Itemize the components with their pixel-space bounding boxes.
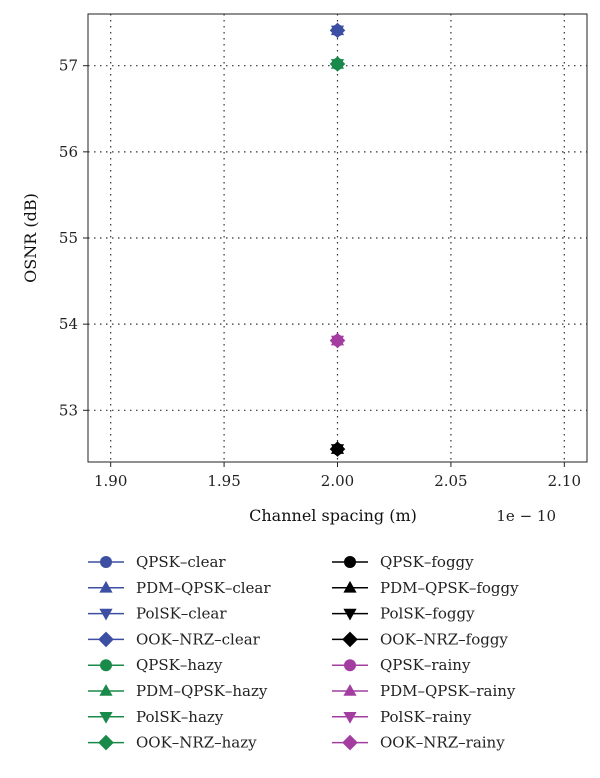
legend-item: OOK–NRZ–rainy <box>332 734 505 752</box>
legend-item: QPSK–foggy <box>332 553 474 571</box>
legend-item: OOK–NRZ–hazy <box>88 734 257 752</box>
x-axis-label: Channel spacing (m) <box>249 506 417 525</box>
axis-ticks: 1.90 1.95 2.00 2.05 2.10 53 54 55 56 57 <box>59 57 581 490</box>
legend-marker <box>343 608 357 621</box>
legend-marker <box>98 631 114 648</box>
legend-item: PDM–QPSK–foggy <box>332 579 519 597</box>
y-tick-label: 53 <box>59 401 78 419</box>
legend-label: PDM–QPSK–foggy <box>380 579 519 597</box>
legend-marker <box>98 734 114 751</box>
legend-label: QPSK–rainy <box>380 656 471 674</box>
legend-label: PolSK–hazy <box>136 708 224 726</box>
y-axis-label: OSNR (dB) <box>21 193 40 283</box>
legend-item: PolSK–clear <box>88 605 227 623</box>
legend-item: PolSK–hazy <box>88 708 224 726</box>
legend-item: PolSK–rainy <box>332 708 472 726</box>
legend-marker <box>99 712 113 724</box>
legend-marker <box>344 556 356 568</box>
legend-label: OOK–NRZ–hazy <box>136 734 257 752</box>
data-points <box>329 22 346 457</box>
legend-item: QPSK–rainy <box>332 656 471 674</box>
legend-marker <box>99 608 113 621</box>
legend-label: PDM–QPSK–clear <box>136 579 271 597</box>
y-tick-label: 56 <box>59 143 78 161</box>
legend-label: QPSK–clear <box>136 553 226 571</box>
legend-label: OOK–NRZ–foggy <box>380 630 508 648</box>
x-axis-offset-label: 1e − 10 <box>496 507 556 525</box>
legend-marker <box>344 659 356 672</box>
legend-label: OOK–NRZ–rainy <box>380 734 505 752</box>
legend-marker <box>100 659 112 672</box>
legend-item: OOK–NRZ–foggy <box>332 630 508 648</box>
legend-marker <box>99 684 113 696</box>
legend-item: QPSK–hazy <box>88 656 223 674</box>
legend-item: PDM–QPSK–rainy <box>332 682 516 700</box>
legend-marker <box>343 712 357 724</box>
x-tick-label: 1.95 <box>207 472 240 490</box>
legend-label: PDM–QPSK–rainy <box>380 682 516 700</box>
data-point <box>329 56 346 72</box>
y-tick-label: 54 <box>59 315 78 333</box>
legend-item: QPSK–clear <box>88 553 226 571</box>
legend-label: PolSK–clear <box>136 605 227 623</box>
y-tick-label: 55 <box>59 229 78 247</box>
x-tick-label: 1.90 <box>94 472 127 490</box>
y-tick-label: 57 <box>59 57 78 75</box>
data-point <box>329 332 346 349</box>
x-tick-label: 2.00 <box>321 472 354 490</box>
legend-marker <box>342 631 358 648</box>
legend-label: QPSK–hazy <box>136 656 223 674</box>
data-point <box>329 441 346 457</box>
legend-marker <box>342 734 358 751</box>
data-point <box>329 22 346 39</box>
legend-marker <box>343 580 357 593</box>
legend-marker <box>99 580 113 593</box>
legend-label: PolSK–rainy <box>380 708 472 726</box>
legend-marker <box>343 684 357 696</box>
grid <box>88 14 587 462</box>
legend-label: QPSK–foggy <box>380 553 474 571</box>
legend: QPSK–clear PDM–QPSK–clear PolSK–clear OOK–N… <box>88 553 519 752</box>
x-tick-label: 2.10 <box>548 472 581 490</box>
legend-item: PDM–QPSK–clear <box>88 579 271 597</box>
legend-item: PolSK–foggy <box>332 605 475 623</box>
legend-label: OOK–NRZ–clear <box>136 630 261 648</box>
legend-label: PolSK–foggy <box>380 605 475 623</box>
legend-label: PDM–QPSK–hazy <box>136 682 268 700</box>
legend-marker <box>100 556 112 568</box>
x-tick-label: 2.05 <box>434 472 467 490</box>
legend-item: OOK–NRZ–clear <box>88 630 261 648</box>
legend-item: PDM–QPSK–hazy <box>88 682 268 700</box>
